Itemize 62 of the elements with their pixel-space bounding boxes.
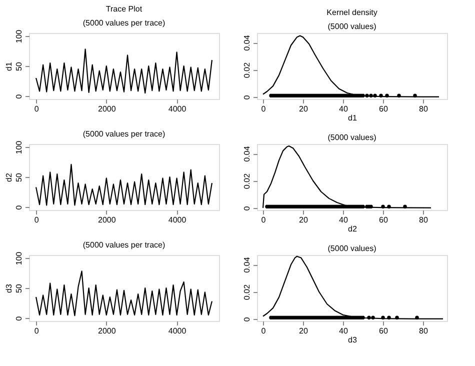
x-tick-label: 80 bbox=[419, 216, 428, 224]
chart-subtitle: (5000 values) bbox=[328, 22, 377, 31]
y-axis-title: d3 bbox=[4, 284, 14, 293]
x-tick-label: 0 bbox=[34, 104, 40, 114]
chart-title: Trace Plot bbox=[106, 4, 143, 14]
y-tick-label: 100 bbox=[14, 140, 24, 154]
chart-subtitle: (5000 values per trace) bbox=[82, 18, 166, 28]
x-tick-label: 80 bbox=[419, 104, 428, 114]
y-tick-label: 0.04 bbox=[242, 146, 252, 162]
chart-subtitle: (5000 values) bbox=[328, 133, 377, 142]
x-tick-label: 4000 bbox=[168, 326, 187, 336]
x-tick-label: 20 bbox=[299, 326, 308, 336]
x-tick-label: 20 bbox=[299, 104, 308, 114]
x-tick-label: 0 bbox=[34, 216, 40, 224]
line-series bbox=[35, 164, 213, 206]
chart-subtitle: (5000 values) bbox=[328, 244, 377, 253]
x-tick-label: 0 bbox=[261, 326, 266, 336]
line-series bbox=[35, 270, 213, 316]
y-tick-label: 0.02 bbox=[242, 172, 252, 190]
x-tick-label: 0 bbox=[34, 326, 40, 336]
x-tick-label: 40 bbox=[339, 216, 348, 224]
y-tick-label: 0 bbox=[14, 316, 24, 321]
line-series bbox=[262, 145, 432, 209]
y-tick-label: 50 bbox=[14, 172, 24, 182]
y-tick-label: 50 bbox=[14, 62, 24, 71]
line-series bbox=[35, 48, 213, 94]
y-tick-label: 0.04 bbox=[242, 256, 252, 273]
x-tick-label: 2000 bbox=[98, 216, 116, 224]
y-tick-label: 100 bbox=[14, 251, 24, 266]
x-tick-label: 0 bbox=[261, 216, 266, 224]
x-tick-label: 80 bbox=[419, 326, 428, 336]
y-tick-label: 0 bbox=[242, 94, 252, 100]
chart-title: Kernel density bbox=[326, 8, 378, 17]
y-tick-label: 0.02 bbox=[242, 62, 252, 78]
x-axis-title: d3 bbox=[348, 336, 358, 344]
y-tick-label: 0.02 bbox=[242, 284, 252, 300]
y-tick-label: 0 bbox=[242, 316, 252, 322]
x-tick-label: 4000 bbox=[168, 216, 187, 224]
x-tick-label: 2000 bbox=[98, 326, 116, 336]
x-tick-label: 60 bbox=[379, 104, 388, 114]
x-axis-title: d1 bbox=[348, 114, 358, 122]
chart-subtitle: (5000 values per trace) bbox=[82, 129, 166, 138]
line-series bbox=[262, 256, 444, 320]
line-series bbox=[262, 35, 440, 98]
x-axis-title: d2 bbox=[348, 224, 358, 234]
x-tick-label: 2000 bbox=[98, 104, 116, 114]
chart-subtitle: (5000 values per trace) bbox=[82, 240, 166, 250]
y-tick-label: 100 bbox=[14, 29, 24, 44]
x-tick-label: 4000 bbox=[168, 104, 187, 114]
x-tick-label: 60 bbox=[379, 326, 388, 336]
x-tick-label: 20 bbox=[299, 216, 308, 224]
x-tick-label: 40 bbox=[339, 326, 348, 336]
y-tick-label: 0 bbox=[14, 204, 24, 210]
x-tick-label: 60 bbox=[379, 216, 388, 224]
y-axis-title: d1 bbox=[4, 62, 14, 71]
y-tick-label: 0 bbox=[14, 94, 24, 99]
y-tick-label: 50 bbox=[14, 284, 24, 293]
y-tick-label: 0.04 bbox=[242, 34, 252, 51]
x-tick-label: 0 bbox=[261, 104, 266, 114]
y-axis-title: d2 bbox=[4, 172, 14, 182]
x-tick-label: 40 bbox=[339, 104, 348, 114]
y-tick-label: 0 bbox=[242, 206, 252, 211]
